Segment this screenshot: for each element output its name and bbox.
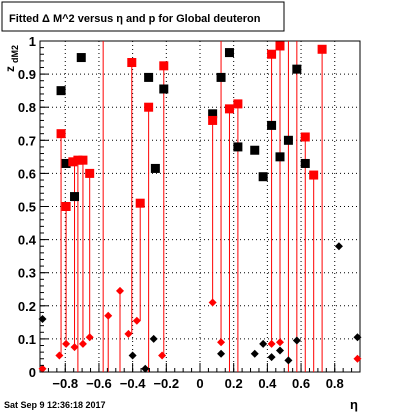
data-point <box>309 170 319 180</box>
data-point <box>104 311 113 320</box>
x-tick-label: −0.4 <box>120 376 146 391</box>
data-point <box>78 155 88 165</box>
data-point <box>224 104 234 114</box>
x-tick-label: 0.8 <box>326 376 344 391</box>
data-point <box>216 72 226 82</box>
data-point <box>61 158 71 168</box>
data-point <box>116 286 124 295</box>
data-point <box>334 242 343 251</box>
data-point <box>55 351 64 360</box>
timestamp: Sat Sep 9 12:36:18 2017 <box>4 400 106 410</box>
y-tick-label: 0.5 <box>18 200 36 215</box>
y-tick-label: 0.8 <box>18 100 36 115</box>
y-tick-label: 0 <box>29 365 36 380</box>
data-point <box>300 158 310 168</box>
y-axis-label: z <box>3 66 17 72</box>
x-axis-label: η <box>350 397 358 412</box>
x-tick-label: 0 <box>196 376 203 391</box>
chart-title: Fitted Δ M^2 versus η and p for Global d… <box>9 13 261 25</box>
data-point <box>158 351 167 360</box>
y-axis-title: z dM2 <box>3 45 20 72</box>
data-point <box>233 142 243 152</box>
data-point <box>259 339 268 348</box>
data-point <box>62 339 71 348</box>
data-point <box>141 364 150 373</box>
data-point <box>275 41 285 51</box>
data-point <box>276 338 284 347</box>
data-point <box>70 192 80 202</box>
data-point <box>56 86 66 96</box>
data-point <box>276 346 284 355</box>
data-point <box>300 132 310 142</box>
data-point <box>56 129 66 139</box>
data-point <box>250 349 259 358</box>
y-tick-label: 0.1 <box>18 332 36 347</box>
data-point <box>250 145 260 155</box>
x-tick-label: 0.4 <box>258 376 277 391</box>
data-point <box>217 349 226 358</box>
y-axis-label-sub: dM2 <box>10 45 20 63</box>
data-point <box>150 163 160 173</box>
y-tick-label: 0.6 <box>18 166 36 181</box>
data-point <box>76 53 86 63</box>
data-point <box>267 120 277 130</box>
data-point <box>208 115 218 125</box>
y-tick-label: 0.4 <box>18 233 37 248</box>
data-point <box>61 202 71 211</box>
data-point <box>224 48 234 58</box>
data-point <box>85 333 94 342</box>
y-tick-label: 0.7 <box>18 133 36 148</box>
y-tick-label: 0.2 <box>18 299 36 314</box>
data-point <box>73 155 83 165</box>
data-point <box>233 99 243 109</box>
data-point <box>208 298 217 307</box>
data-point <box>127 58 137 68</box>
x-tick-label: 0.6 <box>292 376 310 391</box>
data-point <box>267 353 276 362</box>
axes: −0.8 −0.6 −0.4 −0.2 0 0.2 0.4 0.6 0.8 0 0.1 0.2 0.3 0… <box>18 34 353 391</box>
data-point <box>208 109 218 119</box>
data-point <box>144 72 154 82</box>
y-tick-label: 1 <box>29 34 36 49</box>
data-point <box>275 152 285 162</box>
data-point <box>258 172 268 182</box>
y-tick-label: 0.3 <box>18 266 36 281</box>
data-point <box>135 198 145 208</box>
error-bars <box>60 41 323 372</box>
data-point <box>217 338 226 347</box>
grid <box>40 41 360 372</box>
data-point <box>283 135 293 145</box>
data-point <box>159 61 169 71</box>
data-point <box>267 339 276 348</box>
data-point <box>159 84 169 94</box>
y-tick-label: 0.9 <box>18 67 36 82</box>
data-point <box>70 343 79 352</box>
title-box <box>1 1 285 32</box>
data-point <box>132 316 141 325</box>
data-point <box>124 329 133 338</box>
x-tick-label: −0.2 <box>153 376 179 391</box>
x-tick-label: −0.8 <box>52 376 78 391</box>
data-point <box>292 336 301 345</box>
data-point <box>38 364 47 373</box>
data-point <box>284 356 293 365</box>
data-point <box>292 64 302 74</box>
data-point <box>68 157 78 167</box>
data-point <box>353 354 362 363</box>
data-point <box>267 49 277 59</box>
data-point <box>149 334 158 343</box>
x-tick-label: 0.2 <box>225 376 243 391</box>
data-point <box>317 44 327 54</box>
markers <box>38 41 362 373</box>
data-point <box>144 102 154 112</box>
data-point <box>128 351 137 360</box>
data-point <box>353 333 362 342</box>
data-point <box>85 168 95 178</box>
x-tick-label: −0.6 <box>86 376 112 391</box>
data-point <box>78 339 87 348</box>
